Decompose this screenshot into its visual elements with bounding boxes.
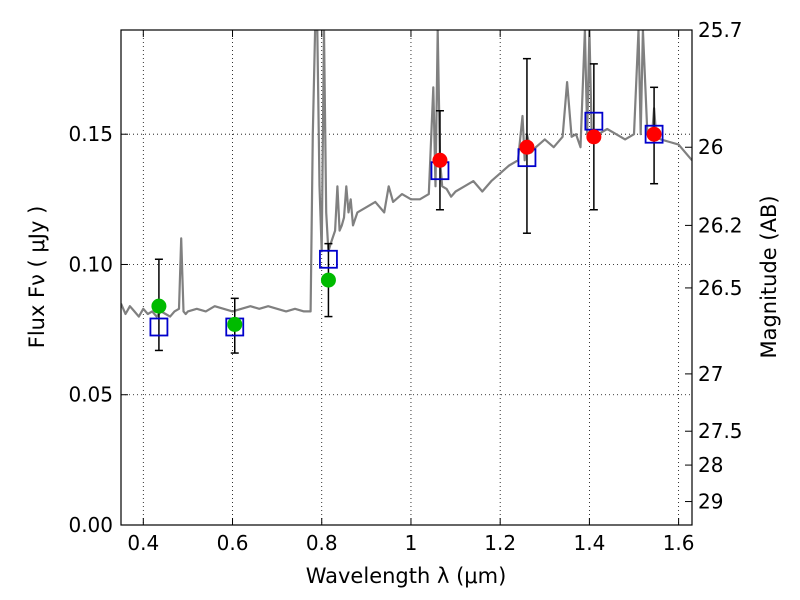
plot-frame xyxy=(120,29,693,526)
y-axis-label: Flux Fν ( μJy ) xyxy=(25,206,49,349)
x-tick-label: 0.6 xyxy=(217,531,249,555)
observed-flux-point xyxy=(519,139,535,155)
y2-axis-label: Magnitude (AB) xyxy=(757,195,781,358)
x-tick-label: 1.2 xyxy=(484,531,516,555)
tick-labels: 0.4 0.6 0.8 1 1.2 1.4 1.6 0.00 0.05 0.10 0.15 25.7 2… xyxy=(68,18,742,555)
y-tick-label: 0.05 xyxy=(68,383,113,407)
y2-tick-label: 26 xyxy=(698,135,723,159)
markers xyxy=(149,111,664,337)
y2-tick-label: 27 xyxy=(698,362,723,386)
observed-flux-point xyxy=(227,316,243,332)
model-photometry-square xyxy=(149,317,169,337)
y2-tick-label: 26.5 xyxy=(698,276,743,300)
plot-background xyxy=(121,30,692,525)
y2-tick-label: 28 xyxy=(698,453,723,477)
x-tick-label: 0.4 xyxy=(127,531,159,555)
observed-flux-point xyxy=(586,129,602,145)
y2-tick-label: 25.7 xyxy=(698,18,743,42)
model-photometry-square xyxy=(319,249,338,269)
axis-ticks xyxy=(121,29,692,526)
y2-tick-label: 27.5 xyxy=(698,419,743,443)
x-tick-label: 0.8 xyxy=(306,531,338,555)
y-tick-label: 0.00 xyxy=(68,513,113,537)
observed-flux-point xyxy=(151,298,167,314)
model-photometry-square xyxy=(644,124,664,144)
y2-tick-label: 29 xyxy=(698,490,723,514)
x-tick-label: 1.4 xyxy=(573,531,605,555)
observed-flux-point xyxy=(320,272,336,288)
observed-flux-point xyxy=(646,126,662,142)
x-axis-label: Wavelength λ (μm) xyxy=(306,564,507,588)
y-tick-label: 0.15 xyxy=(68,122,113,146)
y-tick-label: 0.10 xyxy=(68,252,113,276)
y2-tick-label: 26.2 xyxy=(698,213,743,237)
x-tick-label: 1 xyxy=(405,531,418,555)
observed-flux-point xyxy=(432,152,448,168)
x-tick-label: 1.6 xyxy=(663,531,695,555)
gridlines xyxy=(121,30,692,526)
